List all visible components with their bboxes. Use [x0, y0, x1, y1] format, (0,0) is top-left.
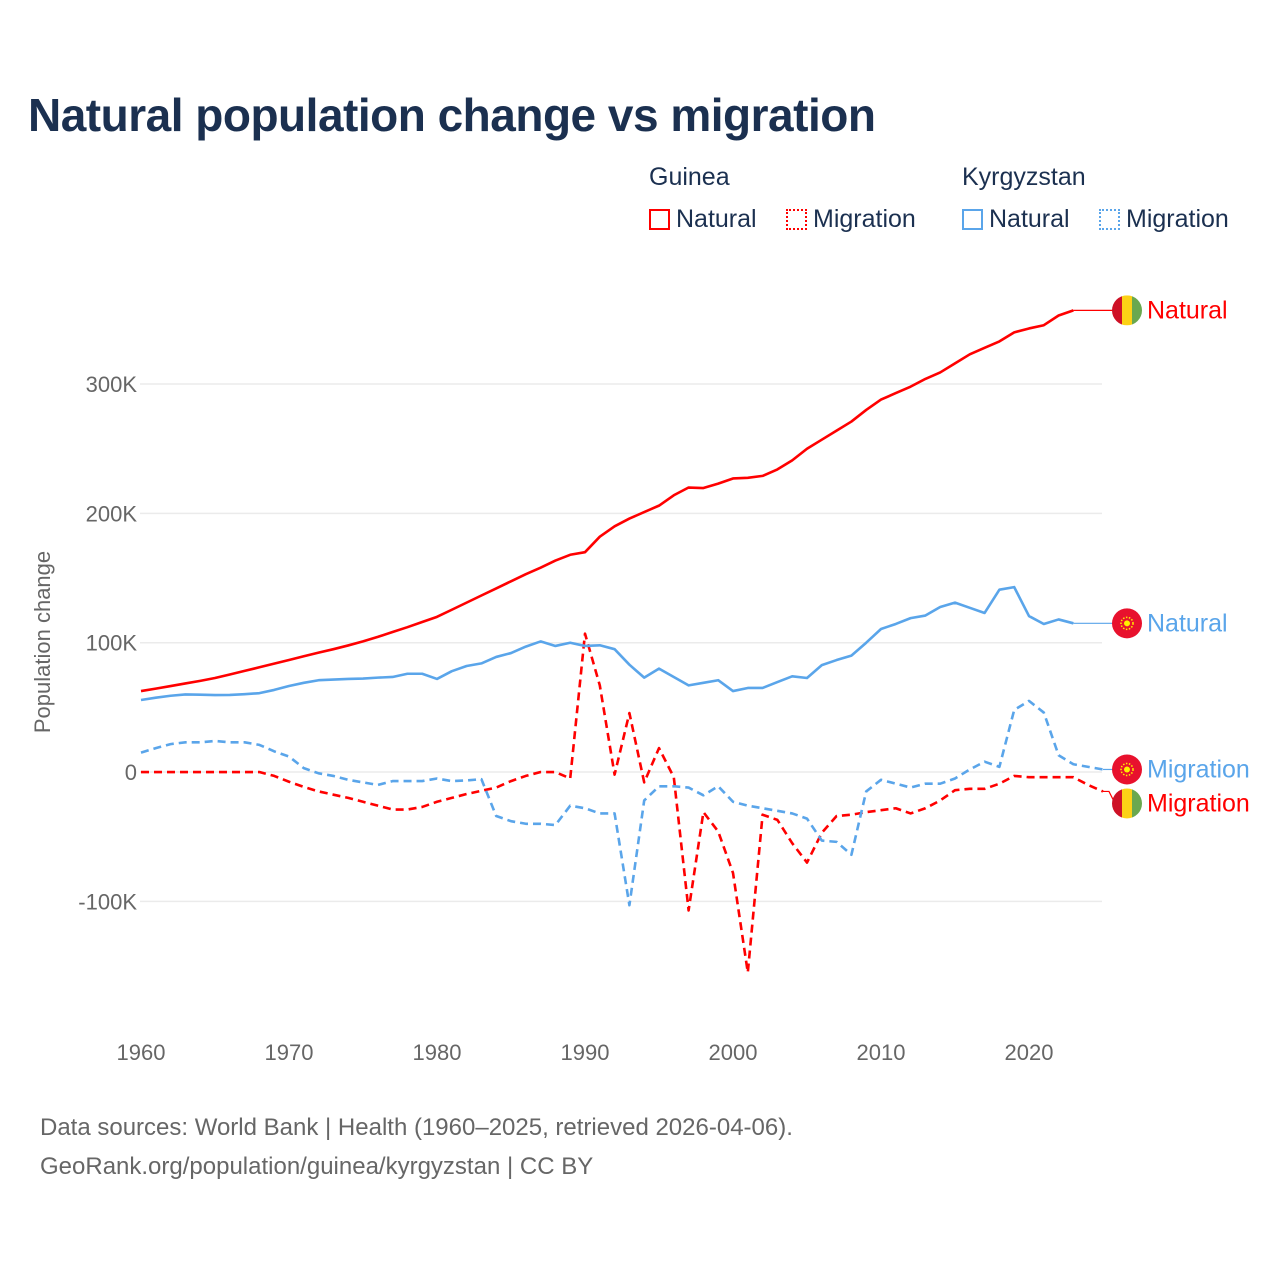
footer: Data sources: World Bank | Health (1960–…: [40, 1108, 793, 1186]
legend-item-guinea-natural[interactable]: Natural: [649, 205, 757, 234]
x-tick-label: 1980: [413, 1040, 462, 1065]
x-tick-label: 1970: [265, 1040, 314, 1065]
x-tick-label: 1960: [117, 1040, 166, 1065]
x-tick-label: 2010: [857, 1040, 906, 1065]
y-tick-label: -100K: [78, 889, 137, 914]
kyrgyzstan-flag-icon: [1112, 754, 1142, 785]
legend-group-kyrgyzstan: Kyrgyzstan: [962, 163, 1086, 191]
solid-swatch-icon: [649, 209, 670, 230]
legend-label: Natural: [676, 205, 757, 233]
series-line-guinea-natural: [140, 309, 1074, 693]
legend-item-kyrgyzstan-natural[interactable]: Natural: [962, 205, 1070, 234]
footer-sources: Data sources: World Bank | Health (1960–…: [40, 1114, 793, 1141]
footer-url[interactable]: GeoRank.org/population/guinea/kyrgyzstan…: [40, 1153, 594, 1180]
x-tick-label: 1990: [561, 1040, 610, 1065]
y-tick-label: 0: [125, 760, 137, 785]
y-tick-label: 100K: [86, 631, 138, 656]
x-tick-label: 2000: [709, 1040, 758, 1065]
chart-title: Natural population change vs migration: [28, 89, 876, 141]
y-tick-label: 300K: [86, 372, 138, 397]
legend-label: Natural: [989, 205, 1070, 233]
y-tick-label: 200K: [86, 501, 138, 526]
guinea-flag-icon: [1112, 788, 1142, 819]
series-line-kyrgyzstan-natural: [140, 585, 1074, 702]
series-line-kyrgyzstan-migration: [140, 699, 1104, 907]
guinea-flag-icon: [1112, 295, 1142, 326]
solid-swatch-icon: [962, 209, 983, 230]
legend-label: Migration: [1126, 205, 1229, 233]
end-label-guinea-migration: Migration: [1147, 789, 1250, 817]
legend-group-guinea: Guinea: [649, 163, 730, 191]
end-label-kyrgyzstan-natural: Natural: [1147, 609, 1228, 637]
legend-item-kyrgyzstan-migration[interactable]: Migration: [1099, 205, 1229, 234]
dotted-swatch-icon: [1099, 209, 1120, 230]
legend-item-guinea-migration[interactable]: Migration: [786, 205, 916, 234]
end-label-kyrgyzstan-migration: Migration: [1147, 755, 1250, 783]
dotted-swatch-icon: [786, 209, 807, 230]
y-axis-label: Population change: [30, 551, 55, 733]
end-label-guinea-natural: Natural: [1147, 296, 1228, 324]
series-line-guinea-migration: [141, 632, 1104, 974]
kyrgyzstan-flag-icon: [1112, 608, 1142, 639]
legend-label: Migration: [813, 205, 916, 233]
x-tick-label: 2020: [1005, 1040, 1054, 1065]
